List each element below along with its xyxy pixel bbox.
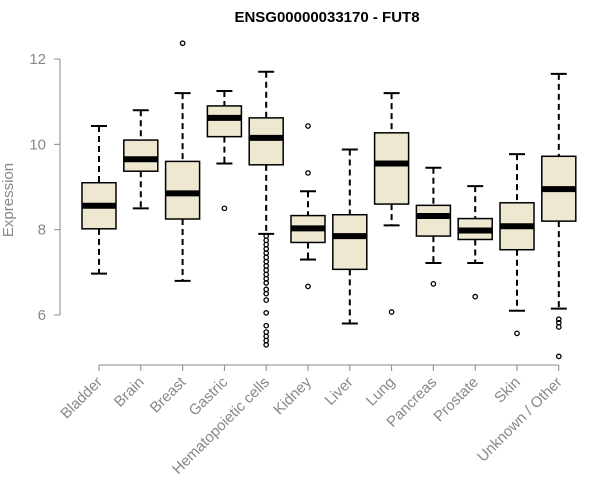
y-tick-label: 8: [38, 222, 46, 239]
chart-title: ENSG00000033170 - FUT8: [234, 9, 419, 26]
x-tick-label: Bladder: [57, 374, 106, 423]
x-tick-label: Skin: [491, 374, 524, 407]
iqr-box: [164, 160, 201, 220]
outlier-point: [263, 297, 270, 303]
outlier-point: [263, 280, 270, 286]
box-breast: [164, 40, 201, 282]
box-lung: [373, 92, 410, 315]
box-pancreas: [415, 166, 452, 287]
box-brain: [123, 109, 159, 210]
y-tick-label: 10: [29, 136, 46, 153]
x-tick-label: Breast: [147, 373, 190, 416]
y-tick-label: 12: [29, 51, 46, 68]
outlier-point: [555, 353, 562, 360]
x-tick-label: Kidney: [270, 373, 315, 418]
iqr-box: [415, 204, 452, 237]
outlier-point: [514, 330, 520, 337]
outlier-point: [263, 342, 270, 348]
x-tick-label: Liver: [322, 374, 357, 409]
outlier-point: [430, 281, 437, 287]
box-series: [81, 40, 577, 360]
outlier-point: [263, 290, 270, 297]
box-skin: [499, 153, 535, 337]
outlier-point: [555, 324, 562, 330]
box-unknown-other: [541, 72, 577, 360]
outlier-point: [388, 309, 395, 315]
outlier-point: [305, 170, 311, 176]
box-kidney: [290, 123, 326, 290]
y-axis: 6 8 10 12: [29, 51, 61, 324]
x-tick-label: Lung: [363, 374, 399, 410]
box-liver: [332, 148, 368, 325]
outlier-point: [555, 316, 562, 323]
box-prostate: [457, 185, 493, 300]
outlier-point: [179, 40, 186, 47]
box-bladder: [81, 124, 117, 275]
y-axis-label: Expression: [0, 163, 17, 237]
iqr-box: [332, 213, 368, 271]
outlier-point: [263, 322, 270, 329]
outlier-point: [472, 293, 479, 300]
outlier-point: [221, 205, 228, 212]
outlier-point: [305, 283, 311, 290]
x-tick-label: Brain: [111, 374, 148, 411]
iqr-box: [248, 117, 284, 166]
iqr-box: [373, 132, 410, 205]
x-tick-label: Prostate: [430, 374, 482, 426]
iqr-box: [123, 139, 159, 172]
outlier-point: [263, 310, 270, 316]
box-gastric: [206, 90, 243, 212]
outlier-point: [305, 123, 311, 129]
box-hematopoietic-cells: [248, 70, 284, 348]
iqr-box: [206, 105, 243, 138]
y-tick-label: 6: [38, 307, 46, 324]
